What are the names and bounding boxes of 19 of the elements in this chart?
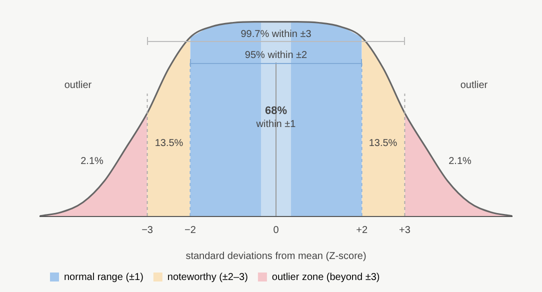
x-tick-label: 0	[273, 224, 280, 236]
legend-label: outlier zone (beyond ±3)	[272, 272, 380, 283]
x-tick-label: −2	[184, 224, 196, 236]
annotation: 68%	[264, 105, 288, 118]
annotation: 2.1%	[448, 156, 472, 167]
legend-label: noteworthy (±2–3)	[167, 272, 248, 283]
legend-label: normal range (±1)	[64, 272, 144, 283]
annotation: 13.5%	[154, 138, 184, 149]
x-tick-label: −3	[142, 224, 154, 236]
annotation: within ±1	[255, 118, 296, 130]
annotation: 2.1%	[80, 156, 104, 167]
annotation: 95% within ±2	[244, 50, 308, 61]
x-axis-title: standard deviations from mean (Z-score)	[186, 250, 366, 262]
annotation: 99.7% within ±3	[240, 28, 312, 40]
annotation: 13.5%	[368, 138, 398, 149]
x-tick-label: +2	[356, 224, 368, 236]
x-tick-label: +3	[399, 224, 411, 236]
annotation: outlier	[64, 80, 92, 91]
annotation: outlier	[460, 80, 488, 91]
